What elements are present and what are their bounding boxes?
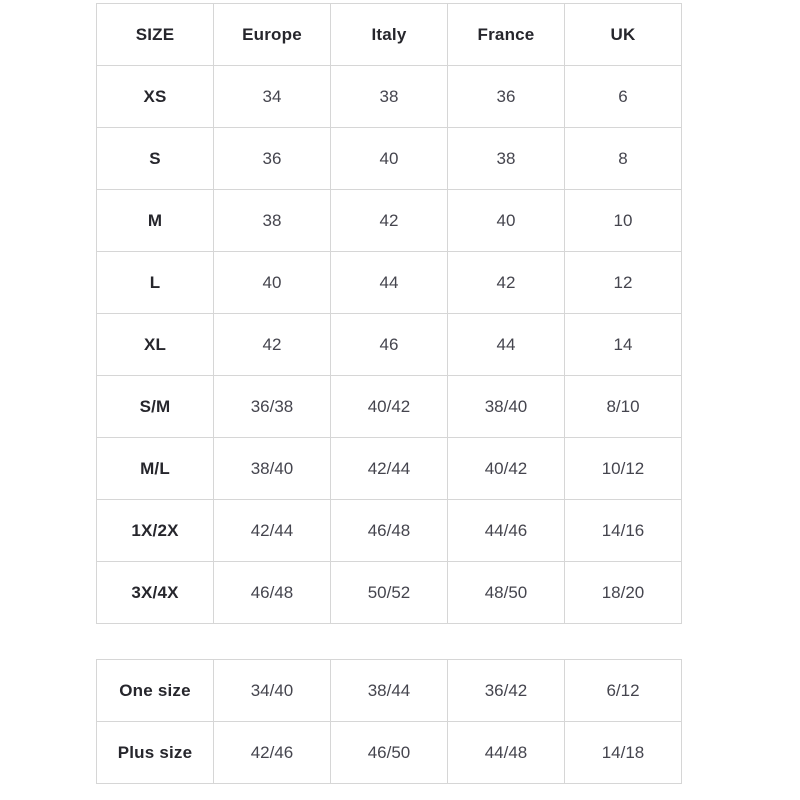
- row-label: S: [96, 127, 214, 190]
- row-label: M: [96, 189, 214, 252]
- size-value-cell: 40: [447, 189, 565, 252]
- size-value-cell: 34: [213, 65, 331, 128]
- table-row: L 40 44 42 12: [96, 251, 682, 314]
- size-value-cell: 6: [564, 65, 682, 128]
- table-row: 3X/4X 46/48 50/52 48/50 18/20: [96, 561, 682, 624]
- size-value-cell: 8: [564, 127, 682, 190]
- row-label: 3X/4X: [96, 561, 214, 624]
- table-row: S 36 40 38 8: [96, 127, 682, 190]
- column-header-france: France: [447, 3, 565, 66]
- table-row: XL 42 46 44 14: [96, 313, 682, 376]
- table-row: M 38 42 40 10: [96, 189, 682, 252]
- size-value-cell: 40/42: [330, 375, 448, 438]
- size-value-cell: 10/12: [564, 437, 682, 500]
- size-value-cell: 38/40: [447, 375, 565, 438]
- special-table-body: One size 34/40 38/44 36/42 6/12 Plus size 42/4…: [96, 659, 682, 784]
- row-label: S/M: [96, 375, 214, 438]
- row-label: XS: [96, 65, 214, 128]
- size-value-cell: 36: [447, 65, 565, 128]
- size-value-cell: 46/50: [330, 721, 448, 784]
- table-row: S/M 36/38 40/42 38/40 8/10: [96, 375, 682, 438]
- size-value-cell: 46: [330, 313, 448, 376]
- table-row: XS 34 38 36 6: [96, 65, 682, 128]
- size-value-cell: 46/48: [330, 499, 448, 562]
- size-value-cell: 14: [564, 313, 682, 376]
- size-value-cell: 38: [330, 65, 448, 128]
- size-value-cell: 14/16: [564, 499, 682, 562]
- size-value-cell: 36/42: [447, 659, 565, 722]
- size-value-cell: 36: [213, 127, 331, 190]
- size-value-cell: 42: [330, 189, 448, 252]
- size-conversion-table: SIZE Europe Italy France UK XS 34 38 36 6 S 36…: [96, 3, 682, 624]
- size-value-cell: 38: [447, 127, 565, 190]
- size-value-cell: 18/20: [564, 561, 682, 624]
- size-value-cell: 50/52: [330, 561, 448, 624]
- row-label: L: [96, 251, 214, 314]
- special-sizes-table: One size 34/40 38/44 36/42 6/12 Plus size 42/4…: [96, 659, 682, 784]
- row-label: Plus size: [96, 721, 214, 784]
- row-label: One size: [96, 659, 214, 722]
- column-header-europe: Europe: [213, 3, 331, 66]
- row-label: XL: [96, 313, 214, 376]
- table-row: M/L 38/40 42/44 40/42 10/12: [96, 437, 682, 500]
- column-header-italy: Italy: [330, 3, 448, 66]
- size-value-cell: 40/42: [447, 437, 565, 500]
- size-value-cell: 10: [564, 189, 682, 252]
- size-table-body: XS 34 38 36 6 S 36 40 38 8 M 38 42 40 10 L 40 44 42 12 XL 42 4…: [96, 65, 682, 624]
- size-value-cell: 42/44: [330, 437, 448, 500]
- column-header-uk: UK: [564, 3, 682, 66]
- size-value-cell: 44: [330, 251, 448, 314]
- column-header-size: SIZE: [96, 3, 214, 66]
- size-value-cell: 12: [564, 251, 682, 314]
- size-value-cell: 38/40: [213, 437, 331, 500]
- size-value-cell: 42: [213, 313, 331, 376]
- table-header-row: SIZE Europe Italy France UK: [96, 3, 682, 66]
- size-value-cell: 38/44: [330, 659, 448, 722]
- table-row: 1X/2X 42/44 46/48 44/46 14/16: [96, 499, 682, 562]
- size-value-cell: 42: [447, 251, 565, 314]
- size-value-cell: 48/50: [447, 561, 565, 624]
- size-value-cell: 46/48: [213, 561, 331, 624]
- size-value-cell: 42/44: [213, 499, 331, 562]
- size-value-cell: 36/38: [213, 375, 331, 438]
- size-value-cell: 40: [213, 251, 331, 314]
- size-value-cell: 44/48: [447, 721, 565, 784]
- row-label: M/L: [96, 437, 214, 500]
- table-row: One size 34/40 38/44 36/42 6/12: [96, 659, 682, 722]
- size-value-cell: 8/10: [564, 375, 682, 438]
- size-value-cell: 6/12: [564, 659, 682, 722]
- size-value-cell: 14/18: [564, 721, 682, 784]
- size-value-cell: 34/40: [213, 659, 331, 722]
- row-label: 1X/2X: [96, 499, 214, 562]
- size-value-cell: 44/46: [447, 499, 565, 562]
- table-row: Plus size 42/46 46/50 44/48 14/18: [96, 721, 682, 784]
- size-table-head: SIZE Europe Italy France UK: [96, 3, 682, 66]
- size-value-cell: 38: [213, 189, 331, 252]
- size-value-cell: 40: [330, 127, 448, 190]
- size-value-cell: 42/46: [213, 721, 331, 784]
- size-value-cell: 44: [447, 313, 565, 376]
